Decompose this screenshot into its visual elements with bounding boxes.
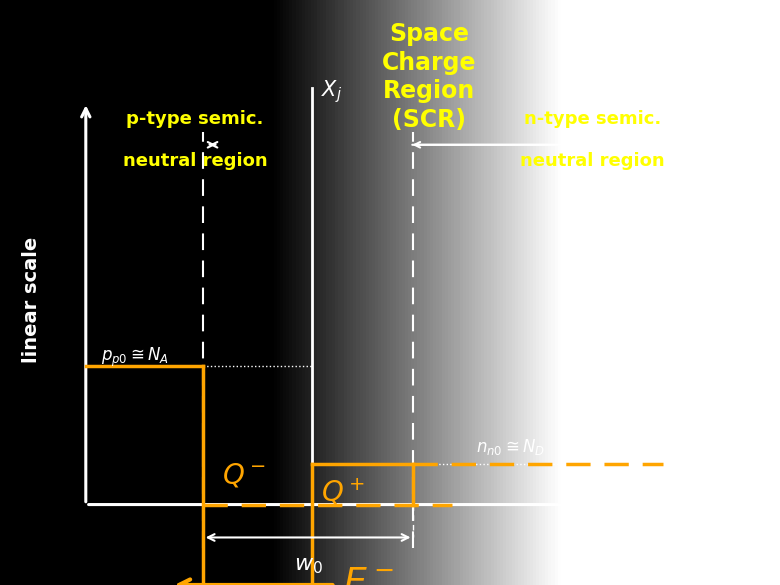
Text: $Q^-$: $Q^-$ bbox=[222, 462, 266, 489]
Text: neutral region: neutral region bbox=[520, 152, 665, 170]
Text: 7: 7 bbox=[755, 563, 764, 578]
Text: $n_{n0} \cong N_D$: $n_{n0} \cong N_D$ bbox=[476, 437, 545, 457]
Text: n-type semic.: n-type semic. bbox=[524, 110, 661, 128]
Text: $X_j$: $X_j$ bbox=[321, 78, 342, 105]
Text: p-type semic.: p-type semic. bbox=[126, 110, 264, 128]
Text: $E_0^-$: $E_0^-$ bbox=[343, 565, 394, 585]
Text: neutral region: neutral region bbox=[122, 152, 268, 170]
Text: Space
Charge
Region
(SCR): Space Charge Region (SCR) bbox=[381, 22, 477, 132]
Text: $Q^+$: $Q^+$ bbox=[321, 476, 365, 507]
Text: $w_0$: $w_0$ bbox=[293, 553, 323, 576]
Text: linear scale: linear scale bbox=[22, 237, 41, 363]
Text: $p_{p0} \cong N_A$: $p_{p0} \cong N_A$ bbox=[101, 346, 169, 369]
Text: $x$: $x$ bbox=[757, 494, 772, 515]
